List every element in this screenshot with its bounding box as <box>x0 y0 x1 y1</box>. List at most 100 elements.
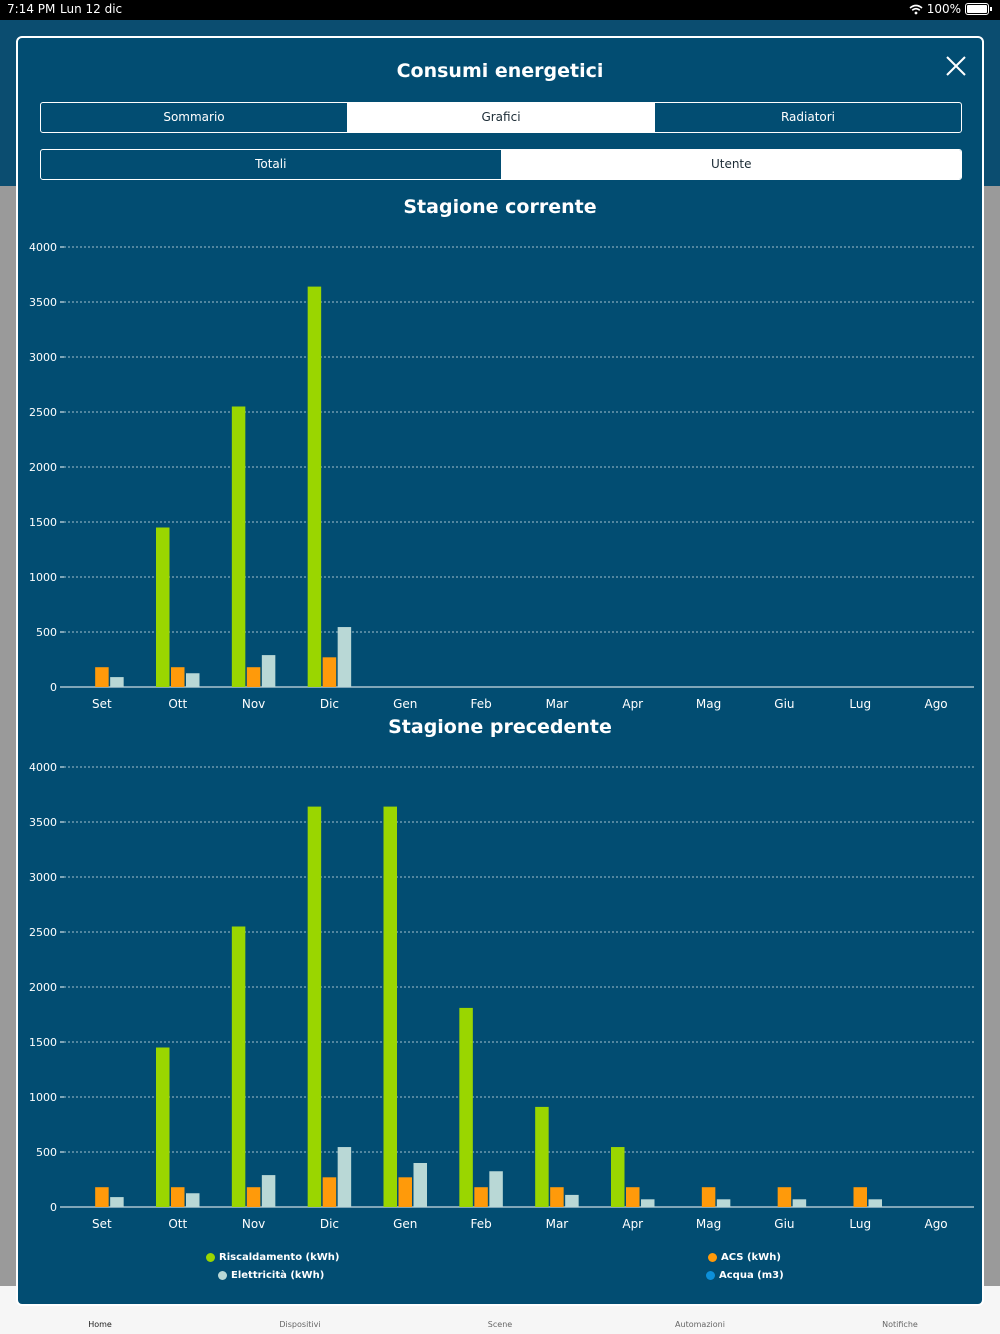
legend-label-elettricita: Elettricità (kWh) <box>231 1270 325 1281</box>
bar-elettricità-mag <box>716 1199 731 1207</box>
y-tick-label: 3000 <box>29 351 57 364</box>
bar-elettricità-mar <box>565 1194 579 1207</box>
tab-radiatori[interactable]: Radiatori <box>780 110 836 124</box>
x-tick-label: Feb <box>470 1217 491 1231</box>
legend-dot-acs <box>708 1253 717 1262</box>
x-tick-label: Set <box>92 1217 112 1231</box>
status-date: Lun 12 dic <box>60 2 123 16</box>
bar-riscaldamento-dic <box>307 806 322 1207</box>
tab-automazioni[interactable]: Automazioni <box>600 1286 800 1334</box>
y-tick-label: 500 <box>36 626 57 639</box>
bar-elettricità-lug <box>868 1199 882 1207</box>
legend-riscaldamento: Riscaldamento (kWh) <box>206 1252 339 1263</box>
status-right: 100% <box>909 2 992 16</box>
x-tick-label: Apr <box>622 697 643 711</box>
bar-elettricità-dic <box>337 1147 352 1207</box>
tab-notifiche-label: Notifiche <box>882 1320 918 1329</box>
bar-riscaldamento-ott <box>156 1047 170 1207</box>
close-icon[interactable] <box>944 54 968 78</box>
bar-acs-giu <box>777 1187 792 1207</box>
bar-riscaldamento-feb <box>459 1007 473 1207</box>
x-tick-label: Gen <box>393 1217 417 1231</box>
y-tick-label: 2000 <box>29 461 57 474</box>
y-tick-label: 0 <box>50 681 57 694</box>
bar-riscaldamento-apr <box>611 1147 625 1207</box>
x-tick-label: Mar <box>546 697 569 711</box>
y-tick-label: 4000 <box>29 241 57 254</box>
tab-home[interactable]: Home <box>0 1286 200 1334</box>
bar-acs-gen <box>398 1177 412 1207</box>
tab-dispositivi-label: Dispositivi <box>279 1320 321 1329</box>
y-tick-label: 3000 <box>29 871 57 884</box>
x-tick-label: Lug <box>849 697 871 711</box>
bar-elettricità-nov <box>261 655 276 687</box>
bar-elettricità-nov <box>261 1175 276 1207</box>
main-tabs: Sommario Grafici Radiatori <box>40 102 962 133</box>
tab-scene-label: Scene <box>487 1320 513 1329</box>
bar-riscaldamento-nov <box>231 406 246 687</box>
tab-dispositivi[interactable]: Dispositivi <box>200 1286 400 1334</box>
chart-title-current: Stagione corrente <box>403 196 597 218</box>
legend-acs: ACS (kWh) <box>708 1252 781 1263</box>
x-tick-label: Gen <box>393 697 417 711</box>
tab-home-label: Home <box>88 1320 112 1329</box>
bar-acs-dic <box>322 1177 337 1207</box>
y-tick-label: 0 <box>50 1201 57 1214</box>
chart-current-season: 0 500 1000 1500 2000 2500 3000 3500 4000 Set Ott No… <box>29 241 974 711</box>
tab-notifiche[interactable]: Notifiche <box>800 1286 1000 1334</box>
bar-acs-mar <box>550 1187 564 1207</box>
legend-label-acs: ACS (kWh) <box>721 1252 781 1263</box>
bar-elettricità-ott <box>186 673 200 687</box>
bar-elettricità-set <box>110 1197 124 1207</box>
x-tick-label: Nov <box>242 697 265 711</box>
bar-acs-mag <box>701 1187 716 1207</box>
bar-acs-nov <box>246 667 261 687</box>
bar-elettricità-set <box>110 677 124 687</box>
x-tick-label: Giu <box>774 697 794 711</box>
tab-utente[interactable]: Utente <box>501 150 961 179</box>
y-tick-label: 500 <box>36 1146 57 1159</box>
y-tick-label: 1000 <box>29 1091 57 1104</box>
legend-dot-elettricita <box>218 1271 227 1280</box>
bar-acs-feb <box>474 1187 488 1207</box>
tab-sommario[interactable]: Sommario <box>41 103 348 132</box>
bar-elettricità-apr <box>641 1199 655 1207</box>
x-tick-label: Dic <box>320 697 339 711</box>
chart-previous-season: 0 500 1000 1500 2000 2500 3000 3500 4000 Set Ott No… <box>29 761 974 1231</box>
x-tick-label: Lug <box>849 1217 871 1231</box>
bar-acs-ott <box>171 667 185 687</box>
tab-scene[interactable]: Scene <box>400 1286 600 1334</box>
bar-elettricità-gen <box>413 1163 427 1207</box>
y-tick-label: 4000 <box>29 761 57 774</box>
tab-automazioni-label: Automazioni <box>675 1320 725 1329</box>
bar-acs-set <box>95 667 109 687</box>
tab-totali[interactable]: Totali <box>41 150 502 179</box>
status-bar: 7:14 PM Lun 12 dic 100% <box>0 0 1000 20</box>
legend-dot-riscaldamento <box>206 1253 215 1262</box>
bar-elettricità-giu <box>792 1199 807 1207</box>
battery-percent: 100% <box>926 2 961 16</box>
y-tick-label: 3500 <box>29 296 57 309</box>
modal-title: Consumi energetici <box>396 60 604 82</box>
x-tick-label: Set <box>92 697 112 711</box>
x-tick-label: Ago <box>924 1217 947 1231</box>
x-tick-label: Ago <box>924 697 947 711</box>
bar-riscaldamento-ott <box>156 527 170 687</box>
x-tick-label: Nov <box>242 1217 265 1231</box>
tab-grafici[interactable]: Grafici <box>348 103 655 132</box>
x-tick-label: Ott <box>168 697 187 711</box>
bar-acs-apr <box>626 1187 640 1207</box>
bar-riscaldamento-mar <box>535 1106 549 1207</box>
battery-icon <box>965 3 989 15</box>
bar-acs-set <box>95 1187 109 1207</box>
bar-acs-nov <box>246 1187 261 1207</box>
y-tick-label: 1500 <box>29 516 57 529</box>
y-tick-label: 2500 <box>29 406 57 419</box>
x-tick-label: Apr <box>622 1217 643 1231</box>
bar-acs-ott <box>171 1187 185 1207</box>
legend-label-acqua: Acqua (m3) <box>719 1270 784 1281</box>
legend-elettricita: Elettricità (kWh) <box>218 1270 324 1281</box>
bar-elettricità-feb <box>489 1171 503 1207</box>
y-tick-label: 2500 <box>29 926 57 939</box>
y-tick-label: 3500 <box>29 816 57 829</box>
